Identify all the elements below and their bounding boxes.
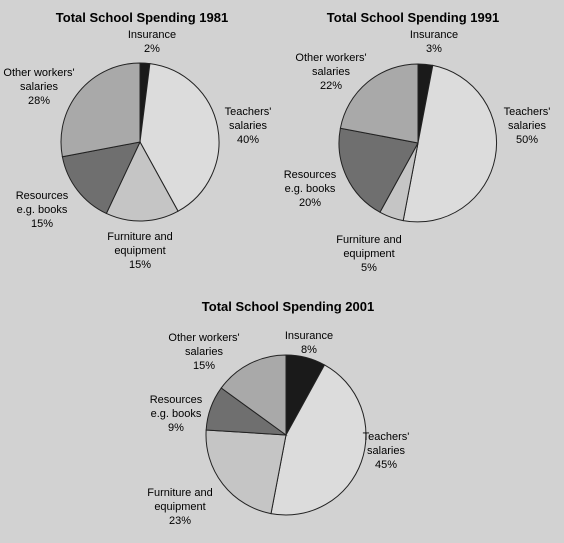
pie-1991 (338, 63, 498, 223)
slice-teachers-salaries-1991 (402, 64, 498, 223)
label-other-workers-salaries-2001: Other workers' salaries 15% (168, 332, 239, 372)
label-other-workers-salaries-1981: Other workers' salaries 28% (3, 67, 74, 107)
slice-other-workers-salaries-1991 (339, 63, 419, 144)
slice-resources-books-1981 (61, 141, 141, 215)
chart-title-2001: Total School Spending 2001 (202, 299, 374, 314)
slice-resources-books-1991 (338, 127, 419, 213)
label-insurance-2001: Insurance 8% (285, 330, 333, 356)
chart-title-1981: Total School Spending 1981 (56, 10, 228, 25)
slice-teachers-salaries-1981 (139, 63, 220, 212)
slice-furniture-equipment-1981 (105, 140, 179, 222)
slice-other-workers-salaries-1981 (60, 62, 141, 158)
label-teachers-salaries-2001: Teachers' salaries 45% (363, 431, 410, 471)
slice-furniture-equipment-2001 (205, 429, 287, 515)
label-insurance-1991: Insurance 3% (410, 29, 458, 55)
pie-1981 (60, 62, 220, 222)
chart-title-1991: Total School Spending 1991 (327, 10, 499, 25)
label-teachers-salaries-1981: Teachers' salaries 40% (225, 106, 272, 146)
label-other-workers-salaries-1991: Other workers' salaries 22% (295, 52, 366, 92)
label-furniture-equipment-1991: Furniture and equipment 5% (336, 234, 401, 274)
label-insurance-1981: Insurance 2% (128, 29, 176, 55)
label-furniture-equipment-2001: Furniture and equipment 23% (147, 487, 212, 527)
label-furniture-equipment-1981: Furniture and equipment 15% (107, 231, 172, 271)
label-teachers-salaries-1991: Teachers' salaries 50% (504, 106, 551, 146)
label-resources-books-2001: Resources e.g. books 9% (150, 394, 203, 434)
pie-2001 (205, 354, 367, 516)
slice-other-workers-salaries-2001 (220, 354, 287, 436)
label-resources-books-1981: Resources e.g. books 15% (16, 190, 69, 230)
slice-teachers-salaries-2001 (270, 364, 367, 516)
label-resources-books-1991: Resources e.g. books 20% (284, 169, 337, 209)
